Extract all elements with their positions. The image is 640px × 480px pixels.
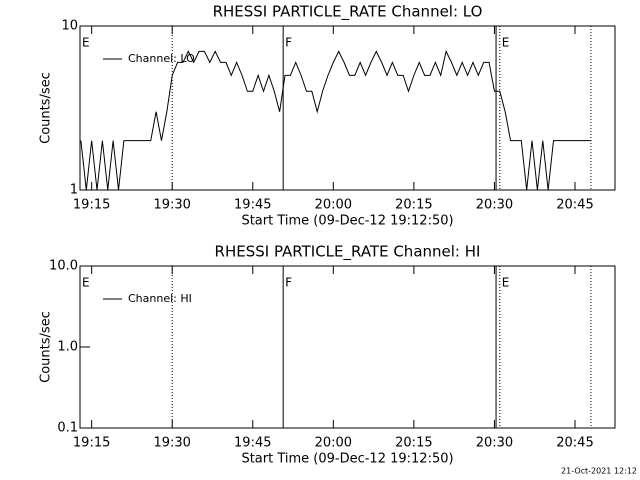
x-axis-label: Start Time (09-Dec-12 19:12:50) [241,452,453,467]
y-axis-label: Counts/sec [39,311,54,383]
event-label: E [502,276,510,290]
y-tick-label: 0.1 [57,421,78,436]
legend-label: Channel: LO [128,52,195,65]
y-tick-label: 1.0 [57,340,78,355]
event-label: F [285,276,292,290]
y-tick-label: 1 [70,183,78,198]
event-label: E [82,276,90,290]
x-tick-label: 19:15 [73,198,110,213]
y-tick-label: 10.0 [49,259,78,274]
x-tick-label: 20:00 [315,436,352,451]
event-label: F [285,36,292,50]
x-tick-label: 19:15 [73,436,110,451]
x-tick-label: 20:30 [476,198,513,213]
x-tick-label: 19:30 [153,436,190,451]
legend-label: Channel: HI [128,292,192,305]
x-tick-label: 20:45 [556,436,593,451]
x-axis-label: Start Time (09-Dec-12 19:12:50) [241,214,453,229]
y-tick-label: 10 [61,19,78,34]
x-tick-label: 19:30 [153,198,190,213]
x-tick-label: 20:30 [476,436,513,451]
plot-frame [79,25,616,191]
x-tick-label: 20:00 [315,198,352,213]
data-line [80,49,592,191]
event-label: E [82,36,90,50]
chart-title: RHESSI PARTICLE_RATE Channel: LO [213,3,483,22]
x-tick-label: 20:45 [556,198,593,213]
x-tick-label: 20:15 [395,198,432,213]
x-tick-label: 20:15 [395,436,432,451]
chart-title: RHESSI PARTICLE_RATE Channel: HI [215,243,481,262]
y-axis-label: Counts/sec [39,72,54,144]
event-label: E [502,36,510,50]
x-tick-label: 19:45 [234,198,271,213]
x-tick-label: 19:45 [234,436,271,451]
footer: 21-Oct-2021 12:12 [561,467,637,476]
plot-frame [79,265,616,429]
